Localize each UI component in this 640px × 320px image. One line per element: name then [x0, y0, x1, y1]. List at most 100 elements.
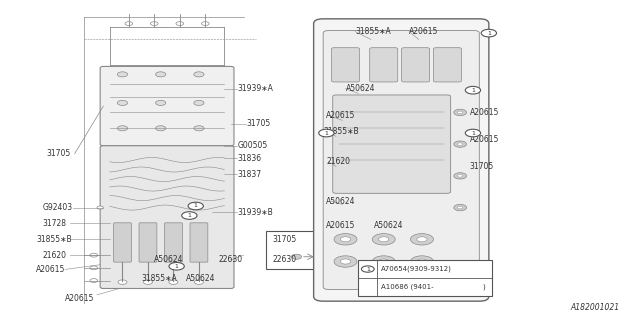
Text: 1: 1	[324, 131, 328, 136]
Circle shape	[156, 126, 166, 131]
Text: 22630: 22630	[272, 255, 296, 264]
Text: 1: 1	[366, 267, 370, 272]
Text: 31837: 31837	[237, 170, 261, 179]
Circle shape	[458, 206, 463, 209]
Circle shape	[334, 256, 357, 267]
Circle shape	[319, 129, 334, 137]
Circle shape	[150, 22, 158, 26]
Circle shape	[90, 253, 98, 257]
Text: 1: 1	[471, 131, 475, 136]
Text: 31939∗B: 31939∗B	[237, 208, 273, 217]
FancyBboxPatch shape	[370, 48, 397, 82]
Text: 31855∗A: 31855∗A	[355, 27, 391, 36]
Circle shape	[90, 279, 98, 283]
Circle shape	[481, 29, 497, 37]
FancyBboxPatch shape	[266, 231, 326, 269]
Text: A20615: A20615	[65, 294, 95, 303]
Circle shape	[454, 173, 467, 179]
Text: 31836: 31836	[237, 154, 261, 163]
Text: ): )	[483, 283, 485, 290]
Circle shape	[340, 259, 351, 264]
Circle shape	[417, 259, 427, 264]
Circle shape	[188, 202, 204, 210]
Circle shape	[156, 100, 166, 105]
Circle shape	[143, 280, 152, 284]
Circle shape	[410, 234, 433, 245]
Circle shape	[417, 237, 427, 242]
Text: 31728: 31728	[43, 219, 67, 228]
Circle shape	[362, 266, 374, 272]
FancyBboxPatch shape	[401, 48, 429, 82]
Circle shape	[465, 129, 481, 137]
Circle shape	[458, 175, 463, 177]
Circle shape	[458, 111, 463, 114]
Circle shape	[379, 259, 389, 264]
FancyBboxPatch shape	[332, 48, 360, 82]
Text: A20615: A20615	[326, 220, 356, 229]
FancyBboxPatch shape	[314, 19, 489, 301]
Circle shape	[194, 72, 204, 77]
Text: 1: 1	[194, 204, 198, 209]
Text: 31855∗A: 31855∗A	[141, 275, 177, 284]
Text: 1: 1	[188, 213, 191, 218]
FancyBboxPatch shape	[113, 223, 131, 262]
Circle shape	[340, 237, 351, 242]
Text: 1: 1	[175, 264, 179, 269]
Circle shape	[410, 256, 433, 267]
FancyBboxPatch shape	[333, 95, 451, 193]
Circle shape	[97, 206, 103, 209]
Text: 31939∗A: 31939∗A	[237, 84, 273, 93]
Circle shape	[291, 254, 301, 259]
Text: A10686 (9401-: A10686 (9401-	[381, 283, 433, 290]
Circle shape	[117, 100, 127, 105]
Circle shape	[169, 280, 178, 284]
Text: 21620: 21620	[326, 157, 350, 166]
Text: 22630: 22630	[218, 255, 242, 264]
Circle shape	[176, 22, 184, 26]
Circle shape	[117, 126, 127, 131]
Circle shape	[194, 100, 204, 105]
Circle shape	[454, 141, 467, 147]
Text: A20615: A20615	[36, 265, 66, 274]
Circle shape	[182, 212, 197, 219]
Text: 31705: 31705	[272, 235, 296, 244]
Circle shape	[379, 237, 389, 242]
FancyBboxPatch shape	[139, 223, 157, 262]
Circle shape	[90, 266, 98, 270]
Text: G00505: G00505	[237, 141, 268, 150]
Text: 1: 1	[487, 31, 491, 36]
Text: 31705: 31705	[46, 149, 70, 158]
Text: A20615: A20615	[326, 111, 356, 120]
Circle shape	[334, 234, 357, 245]
Text: A50624: A50624	[326, 197, 356, 206]
Circle shape	[458, 143, 463, 145]
Text: A20615: A20615	[470, 135, 499, 144]
Circle shape	[156, 72, 166, 77]
Circle shape	[202, 22, 209, 26]
FancyBboxPatch shape	[100, 146, 234, 288]
Circle shape	[372, 234, 395, 245]
Circle shape	[454, 109, 467, 116]
Text: 31855∗B: 31855∗B	[323, 127, 359, 136]
Circle shape	[372, 256, 395, 267]
Text: A182001021: A182001021	[570, 303, 620, 312]
Circle shape	[195, 280, 204, 284]
Text: A20615: A20615	[409, 27, 438, 36]
Circle shape	[194, 126, 204, 131]
Text: A20615: A20615	[470, 108, 499, 117]
Text: A50624: A50624	[346, 84, 375, 93]
Text: 31705: 31705	[470, 162, 494, 171]
Circle shape	[117, 72, 127, 77]
FancyBboxPatch shape	[100, 67, 234, 146]
Text: G92403: G92403	[43, 203, 73, 212]
Circle shape	[118, 280, 127, 284]
Text: 31705: 31705	[246, 119, 271, 128]
Text: A50624: A50624	[374, 220, 404, 229]
FancyBboxPatch shape	[323, 31, 479, 289]
Text: 31855∗B: 31855∗B	[36, 235, 72, 244]
Text: A50624: A50624	[154, 255, 184, 264]
FancyBboxPatch shape	[190, 223, 208, 262]
Circle shape	[125, 22, 132, 26]
Text: 21620: 21620	[43, 251, 67, 260]
Text: A70654(9309-9312): A70654(9309-9312)	[381, 266, 451, 272]
